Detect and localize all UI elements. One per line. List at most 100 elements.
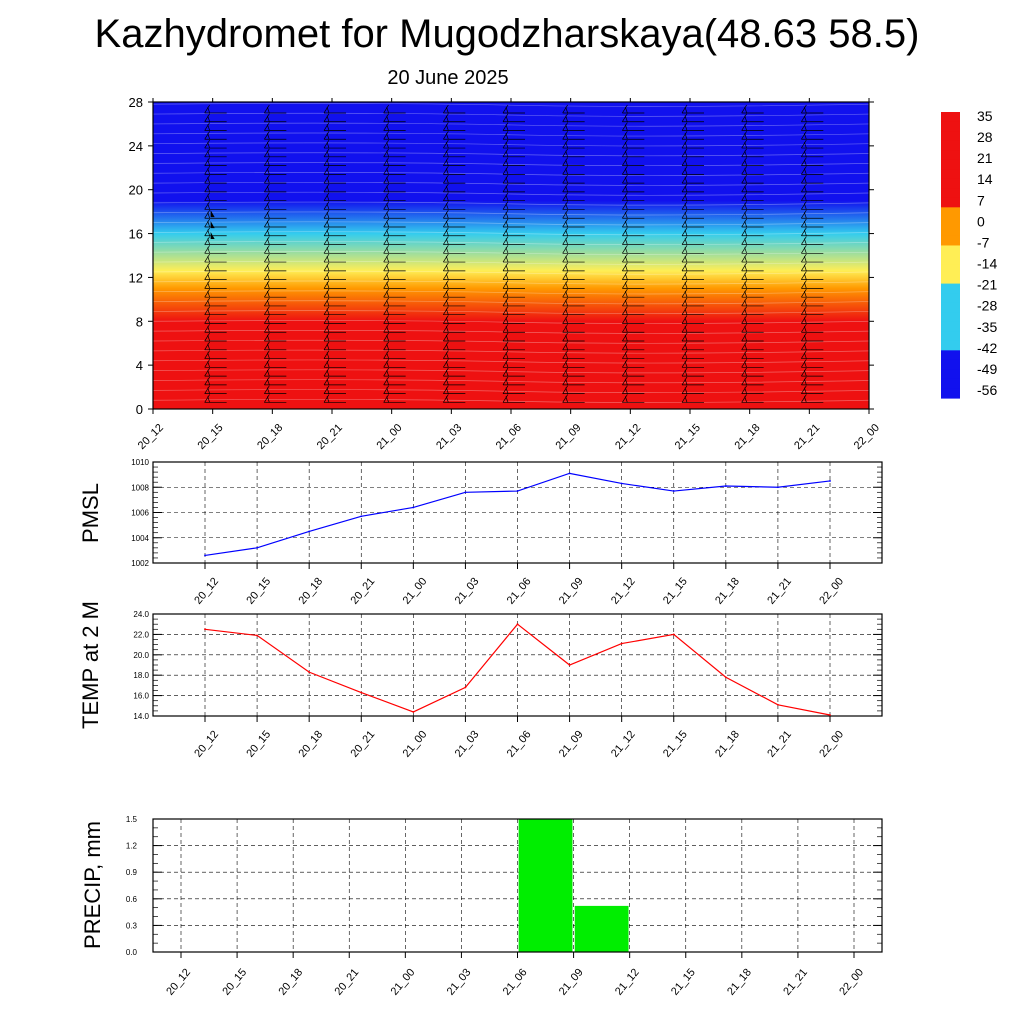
data-point	[568, 472, 571, 475]
colorbar-label: 0	[977, 213, 985, 229]
wind-barb	[383, 376, 406, 386]
colorbar-swatch	[941, 274, 960, 285]
wind-barb	[562, 341, 585, 351]
x-tick-label: 22_00	[837, 966, 866, 997]
wind-barb	[443, 315, 466, 324]
wind-barb	[264, 174, 287, 184]
colorbar-swatch	[941, 283, 960, 294]
wind-barb	[741, 183, 764, 193]
wind-barb	[562, 166, 585, 175]
wind-barb	[741, 139, 764, 149]
wind-barb	[741, 122, 764, 131]
colorbar-label: -21	[977, 277, 997, 293]
wind-barb	[741, 315, 764, 324]
colorbar-swatch	[941, 216, 960, 227]
y-tick-label: 14.0	[133, 712, 149, 721]
wind-barb	[204, 359, 227, 368]
y-tick-label: 1008	[131, 483, 149, 492]
wind-barb	[502, 324, 525, 333]
wind-barb	[681, 139, 704, 149]
wind-barb	[443, 332, 466, 342]
wind-barb	[681, 148, 704, 158]
wind-barb	[562, 367, 585, 377]
wind-barb	[502, 341, 525, 351]
wind-barb	[741, 210, 764, 219]
colorbar-label: -7	[977, 234, 990, 250]
colorbar-label: 28	[977, 129, 993, 145]
x-tick-label: 21_18	[732, 422, 762, 452]
wind-barb	[741, 385, 764, 394]
x-tick-label: 20_12	[192, 575, 221, 606]
wind-barb	[443, 253, 466, 263]
colorbar-swatch	[941, 188, 960, 199]
x-tick-label: 20_15	[195, 422, 225, 452]
wind-barb	[741, 306, 764, 316]
wind-barb	[562, 148, 585, 158]
wind-barb	[741, 332, 764, 342]
contour-line	[152, 241, 870, 245]
wind-barb	[383, 210, 406, 219]
wind-barb	[204, 236, 227, 245]
data-point	[464, 491, 467, 494]
wind-barb	[383, 350, 406, 359]
wind-barb	[801, 210, 824, 219]
wind-barb	[502, 253, 525, 263]
chart-title: Kazhydromet for Mugodzharskaya(48.63 58.…	[94, 12, 920, 56]
wind-barb	[741, 253, 764, 263]
wind-barb	[443, 210, 466, 219]
wind-barb	[383, 113, 406, 123]
wind-barb	[323, 201, 346, 210]
colorbar-label: -14	[977, 256, 997, 272]
wind-barb	[502, 306, 525, 316]
contour-line	[152, 280, 870, 285]
wind-barb	[801, 394, 824, 403]
contour-line	[152, 103, 870, 107]
wind-barb	[681, 236, 704, 245]
x-tick-label: 21_21	[792, 422, 822, 452]
colorbar-swatch	[941, 378, 960, 390]
wind-barb	[383, 218, 406, 228]
colorbar-label: 14	[977, 171, 993, 187]
y-tick-label: 0.0	[126, 948, 138, 957]
wind-barb	[801, 385, 824, 394]
wind-barb	[801, 227, 824, 237]
wind-barb	[323, 271, 346, 280]
colorbar-swatch	[941, 197, 960, 208]
wind-barb	[622, 131, 645, 140]
data-point	[516, 490, 519, 492]
wind-barb	[443, 236, 466, 245]
wind-barb	[681, 183, 704, 193]
wind-barb	[443, 157, 466, 166]
x-tick-label: 20_21	[349, 728, 378, 759]
wind-barb	[502, 166, 525, 175]
colorbar-swatch	[941, 169, 960, 180]
y-axis-label: TEMP at 2 M	[78, 601, 103, 729]
wind-barb	[502, 104, 525, 114]
wind-barb	[323, 104, 346, 114]
wind-barb	[741, 157, 764, 166]
wind-barb	[204, 297, 227, 307]
wind-barb	[443, 262, 466, 272]
wind-barb	[204, 306, 227, 316]
wind-barb	[204, 315, 227, 324]
wind-barb	[204, 131, 227, 140]
wind-barb	[443, 122, 466, 131]
colorbar-swatch	[941, 369, 960, 380]
wind-barb	[801, 262, 824, 272]
wind-barb	[741, 192, 764, 202]
wind-barb	[323, 210, 346, 219]
wind-barb	[264, 394, 287, 403]
wind-barb	[801, 201, 824, 210]
colorbar-swatch	[941, 359, 960, 370]
wind-barb	[443, 201, 466, 210]
wind-barb	[741, 218, 764, 228]
x-tick-label: 21_00	[401, 575, 430, 606]
wind-barb	[801, 218, 824, 228]
wind-barb	[622, 297, 645, 307]
wind-barb	[323, 394, 346, 403]
wind-barb	[383, 122, 406, 131]
wind-barb	[801, 324, 824, 333]
wind-barb	[204, 350, 227, 359]
y-tick-label: 1.5	[126, 815, 138, 824]
